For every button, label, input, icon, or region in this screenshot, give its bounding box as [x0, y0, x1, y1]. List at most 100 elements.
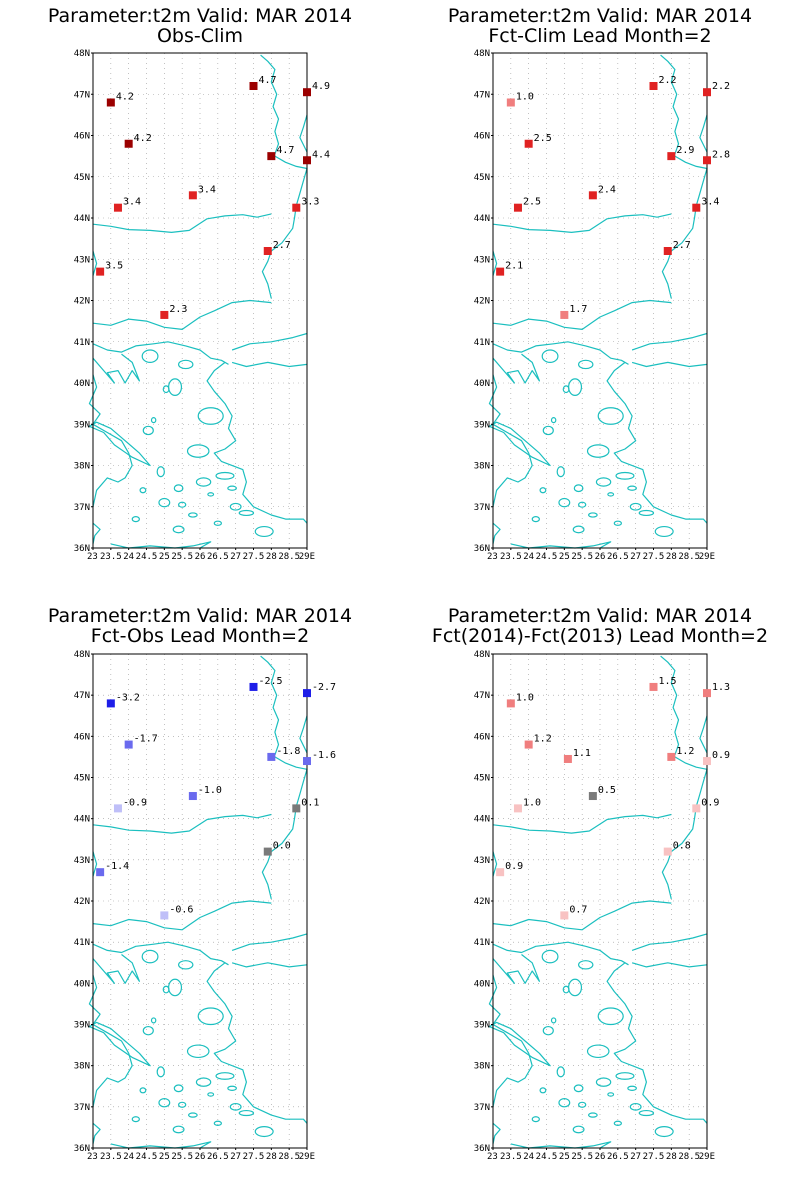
- island-outline: [573, 484, 584, 493]
- island-outline: [541, 949, 559, 964]
- station-marker: [303, 689, 311, 698]
- station-value-label: 2.5: [534, 133, 552, 144]
- station-value-label: 4.4: [312, 149, 330, 160]
- coastline: [92, 900, 272, 931]
- lon-tick-label: 24: [123, 1152, 134, 1162]
- lat-tick-label: 48N: [474, 49, 490, 59]
- panel-3-title-line1: Parameter:t2m Valid: MAR 2014: [48, 605, 352, 627]
- panel-2-title-line2: Fct-Clim Lead Month=2: [488, 25, 711, 47]
- lon-tick-label: 26.5: [607, 1152, 629, 1162]
- island-outline: [172, 525, 185, 534]
- island-outline: [215, 1072, 235, 1080]
- map-panel-3: 36N 37N 38N 39N 40N 41N 42N 43N 44N 45N 46N 47N 48N 2…: [74, 650, 336, 1162]
- coastline: [92, 341, 229, 365]
- station-value-label: 1.3: [712, 682, 730, 693]
- island-outline: [577, 960, 594, 970]
- island-outline: [197, 1007, 224, 1026]
- coastline: [492, 250, 498, 276]
- panel-4-title-line1: Parameter:t2m Valid: MAR 2014: [448, 605, 752, 627]
- island-outline: [607, 1092, 615, 1097]
- gridlines: [493, 654, 707, 1148]
- lat-tick-label: 37N: [474, 503, 490, 513]
- island-outline: [168, 978, 183, 997]
- station-marker: [703, 156, 711, 165]
- lon-tick-label: 28: [666, 552, 677, 562]
- lon-tick-label: 28.5: [278, 1152, 300, 1162]
- lon-tick-label: 28: [266, 1152, 277, 1162]
- island-outline: [587, 1112, 598, 1118]
- lon-tick-label: 28.5: [678, 552, 700, 562]
- lon-tick-label: 24.5: [536, 552, 558, 562]
- lon-tick-label: 25: [559, 552, 570, 562]
- island-outline: [173, 484, 184, 493]
- station-value-label: 3.3: [301, 197, 319, 208]
- station-value-label: -3.2: [116, 692, 140, 703]
- lat-tick-label: 41N: [474, 338, 490, 348]
- island-outline: [156, 1066, 165, 1078]
- lon-tick-label: 26: [595, 552, 606, 562]
- coastline: [92, 1122, 101, 1145]
- station-value-label: 1.0: [523, 797, 541, 808]
- island-outline: [541, 349, 559, 363]
- lat-tick-label: 42N: [74, 297, 90, 307]
- coastline: [492, 954, 540, 984]
- station-value-label: 0.8: [673, 841, 691, 852]
- island-outline: [187, 512, 198, 518]
- coastline: [661, 155, 708, 299]
- island-outline: [654, 525, 674, 538]
- island-outline: [577, 359, 594, 370]
- coastline: [492, 341, 629, 365]
- coastline: [231, 361, 308, 368]
- coastline: [92, 250, 98, 276]
- station-value-label: 1.1: [573, 748, 591, 759]
- lon-tick-label: 25.5: [171, 1152, 193, 1162]
- coastline: [631, 332, 708, 351]
- island-outline: [207, 1092, 215, 1097]
- coastline: [261, 756, 308, 900]
- station-marker: [249, 82, 258, 90]
- lon-tick-label: 27.5: [243, 1152, 265, 1162]
- station-value-label: 3.4: [123, 197, 141, 208]
- lat-tick-label: 43N: [74, 856, 90, 866]
- lon-tick-label: 24: [523, 1152, 534, 1162]
- island-outline: [607, 492, 615, 497]
- lat-tick-label: 41N: [74, 338, 90, 348]
- island-outline: [550, 417, 557, 424]
- station-value-label: 4.7: [259, 75, 277, 86]
- station-marker: [113, 203, 122, 212]
- island-outline: [131, 516, 140, 523]
- gridlines: [93, 654, 307, 1148]
- lat-tick-label: 39N: [74, 1021, 90, 1031]
- island-outline: [178, 1101, 187, 1108]
- lat-tick-label: 38N: [74, 1062, 90, 1072]
- lon-tick-label: 27: [230, 552, 241, 562]
- station-marker: [560, 310, 569, 319]
- lon-tick-label: 26.5: [207, 1152, 229, 1162]
- lon-tick-label: 24.5: [136, 1152, 158, 1162]
- island-outline: [558, 1097, 571, 1108]
- coastline: [260, 54, 280, 155]
- station-marker: [560, 911, 569, 920]
- lon-tick-label: 26: [595, 1152, 606, 1162]
- lon-tick-label: 27: [630, 1152, 641, 1162]
- lat-tick-label: 47N: [74, 691, 90, 701]
- lat-tick-label: 36N: [474, 1144, 490, 1154]
- coastline: [492, 353, 540, 384]
- lat-tick-label: 40N: [74, 379, 90, 389]
- lat-tick-label: 42N: [74, 897, 90, 907]
- coastline: [231, 332, 308, 351]
- station-marker: [506, 699, 515, 708]
- coastline: [660, 54, 680, 155]
- island-outline: [156, 466, 165, 478]
- station-value-label: 1.2: [534, 734, 552, 745]
- coastline: [92, 851, 98, 877]
- island-outline: [556, 466, 565, 478]
- station-value-label: -0.9: [123, 797, 147, 808]
- lon-tick-label: 27: [630, 552, 641, 562]
- lat-tick-label: 47N: [74, 90, 90, 100]
- lat-tick-label: 40N: [474, 379, 490, 389]
- station-marker: [96, 868, 105, 877]
- station-value-label: 2.4: [598, 184, 616, 195]
- panel-1-title-line1: Parameter:t2m Valid: MAR 2014: [48, 5, 352, 27]
- lat-tick-label: 47N: [474, 90, 490, 100]
